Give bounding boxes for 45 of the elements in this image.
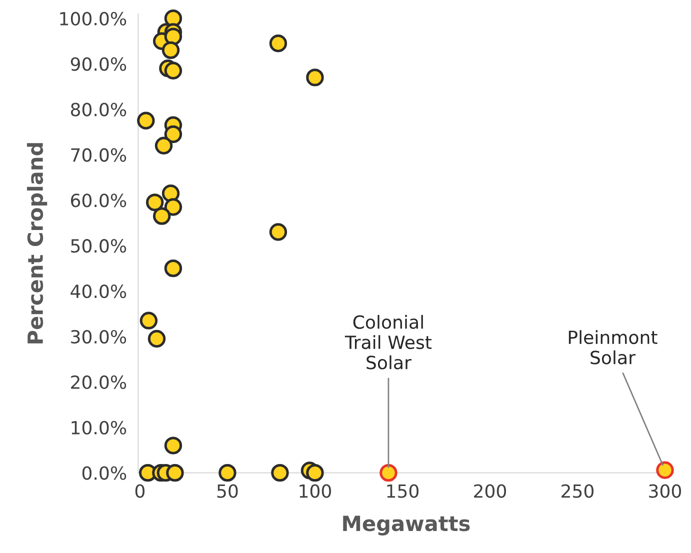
point (380, 464, 398, 482)
y-tick-label: 0.0% (82, 466, 126, 480)
point (269, 34, 288, 52)
y-tick-label: 10.0% (72, 420, 126, 434)
point (164, 198, 182, 216)
point (306, 464, 324, 482)
x-tick-label: 300 (649, 484, 682, 498)
y-tick-label: 60.0% (70, 194, 126, 208)
point (218, 464, 236, 482)
point (137, 112, 155, 130)
x-tick-label: 0 (135, 484, 144, 498)
point (271, 464, 289, 482)
y-tick-label: 100.0% (60, 12, 126, 26)
x-tick-label: 250 (562, 484, 594, 498)
y-tick-label: 20.0% (71, 375, 126, 390)
point (306, 68, 324, 86)
point (154, 136, 173, 154)
point (656, 461, 674, 479)
point (162, 41, 180, 60)
y-tick-label: 30.0% (71, 330, 126, 344)
point (166, 464, 184, 482)
point (164, 259, 182, 278)
x-tick-label: 200 (474, 484, 506, 498)
point (140, 312, 158, 330)
point (164, 62, 182, 80)
annotation: Colonial Trail West Solar (344, 314, 432, 370)
point (152, 207, 171, 225)
y-tick-label: 90.0% (70, 57, 126, 71)
y-tick-label: 70.0% (71, 148, 126, 162)
x-tick-label: 100 (300, 484, 331, 498)
x-axis-title: Megawatts (343, 516, 470, 536)
y-tick-label: 40.0% (70, 284, 126, 298)
x-tick-label: 50 (217, 484, 238, 498)
x-tick-label: 150 (387, 484, 418, 498)
y-axis-title: Percent Cropland (26, 143, 48, 344)
point (164, 125, 182, 144)
annotation: Pleinmont Solar (568, 330, 658, 364)
point (146, 194, 164, 212)
point (269, 223, 288, 241)
y-tick-label: 80.0% (70, 102, 126, 116)
point (162, 184, 180, 202)
point (148, 330, 166, 348)
point (164, 28, 182, 46)
point (164, 436, 182, 454)
y-tick-label: 50.0% (71, 239, 126, 253)
